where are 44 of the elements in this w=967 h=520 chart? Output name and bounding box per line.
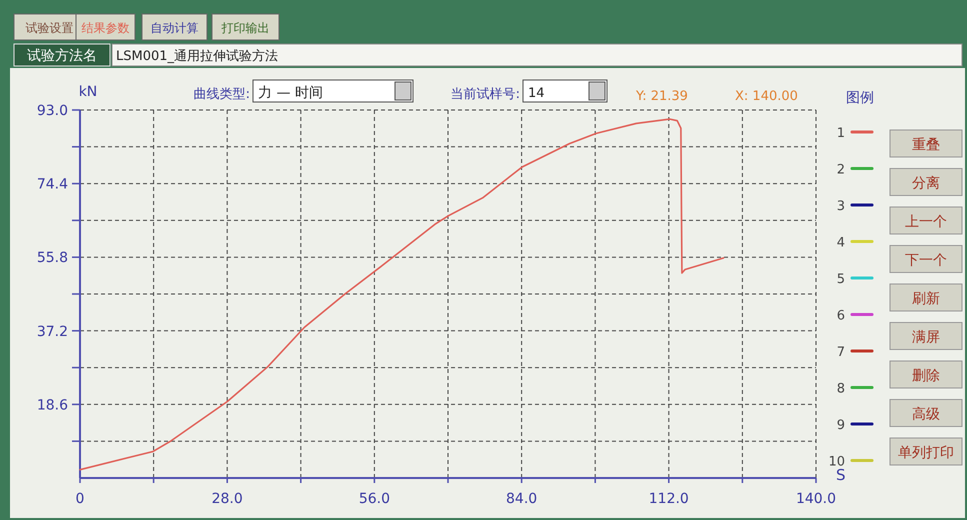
x-tick-label: 28.0 <box>212 491 243 507</box>
legend-label: 9 <box>836 418 845 433</box>
legend-label: 2 <box>836 162 845 178</box>
y-tick-label: 37.2 <box>36 324 68 340</box>
text: 力 — 时间 <box>258 85 323 101</box>
legend-label: 8 <box>836 382 845 396</box>
text: 自动计算 <box>150 21 198 35</box>
text: 满屏 <box>912 330 940 346</box>
legend-label: 4 <box>836 236 845 250</box>
text: X: 140.00 <box>735 89 798 104</box>
x-tick-label: 56.0 <box>358 491 390 507</box>
text: Y: 21.39 <box>635 89 688 104</box>
legend-title: 图例 <box>846 90 874 106</box>
text: 结果参数 <box>82 21 130 35</box>
text: 试验方法名 <box>27 48 97 64</box>
y-tick-label: 55.8 <box>36 250 68 266</box>
text: 单列打印 <box>898 445 954 461</box>
line-series <box>79 118 724 470</box>
y-tick-label: 18.6 <box>36 397 68 414</box>
x-tick-label: 140.0 <box>796 491 836 507</box>
legend-label: 7 <box>836 345 845 360</box>
text: 分离 <box>912 176 940 192</box>
text: 上一个 <box>905 214 947 230</box>
legend-label: 1 <box>836 126 845 141</box>
legend-label: 3 <box>836 199 845 214</box>
text: 14 <box>528 86 545 101</box>
text: 当前试样号: <box>450 87 520 102</box>
x-tick-label: 0 <box>76 491 84 507</box>
x-tick-label: 112.0 <box>648 491 689 507</box>
text: 高级 <box>912 406 940 422</box>
text: LSM001_通用拉伸试验方法 <box>116 48 278 64</box>
text: 试验设置 <box>26 21 74 35</box>
y-tick-label: 93.0 <box>36 103 68 119</box>
legend-label: 6 <box>836 308 845 324</box>
text: 下一个 <box>905 252 947 268</box>
text: 曲线类型: <box>194 87 250 102</box>
text: 打印输出 <box>220 21 270 35</box>
text: 删除 <box>912 368 940 384</box>
text: 刷新 <box>912 291 940 307</box>
text: 重叠 <box>912 137 940 153</box>
y-tick-label: 74.4 <box>36 176 68 193</box>
y-axis-title: kN <box>78 84 98 100</box>
x-tick-label: 84.0 <box>506 491 538 507</box>
legend-label: 5 <box>836 272 845 287</box>
